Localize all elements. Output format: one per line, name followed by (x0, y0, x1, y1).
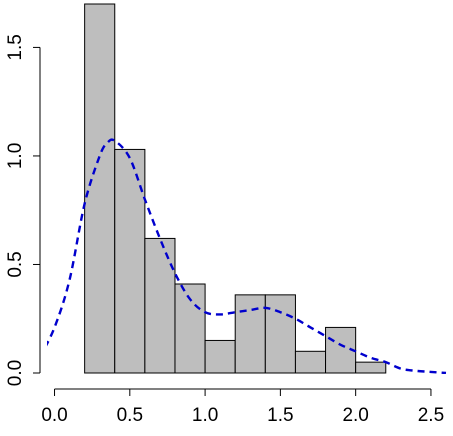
histogram-bar (84, 3, 116, 374)
histogram-bar (144, 237, 176, 374)
x-tick-label: 1.5 (267, 405, 293, 426)
y-tick-label: 0.5 (5, 251, 26, 277)
y-tick-label: 1.5 (5, 34, 26, 60)
x-axis: 0.0 0.5 1.0 1.5 2.0 2.5 (41, 388, 444, 426)
histogram-bars (84, 3, 387, 374)
density-curve (47, 138, 447, 374)
histogram-bar (234, 294, 266, 374)
x-tick-label: 1.0 (192, 405, 218, 426)
y-tick-label: 0.0 (5, 360, 26, 386)
histogram-bar (204, 339, 236, 374)
x-tick-label: 2.0 (342, 405, 368, 426)
x-tick-label: 0.0 (41, 405, 67, 426)
density-curve-layer (47, 138, 447, 374)
histogram-bar (355, 361, 387, 374)
x-tick-label: 0.5 (117, 405, 143, 426)
histogram-bar (114, 148, 146, 374)
y-tick-label: 1.0 (5, 143, 26, 169)
histogram-bar (294, 350, 327, 374)
histogram-bar (264, 294, 296, 374)
x-tick-label: 2.5 (418, 405, 444, 426)
y-axis: 0.0 0.5 1.0 1.5 (5, 34, 41, 386)
